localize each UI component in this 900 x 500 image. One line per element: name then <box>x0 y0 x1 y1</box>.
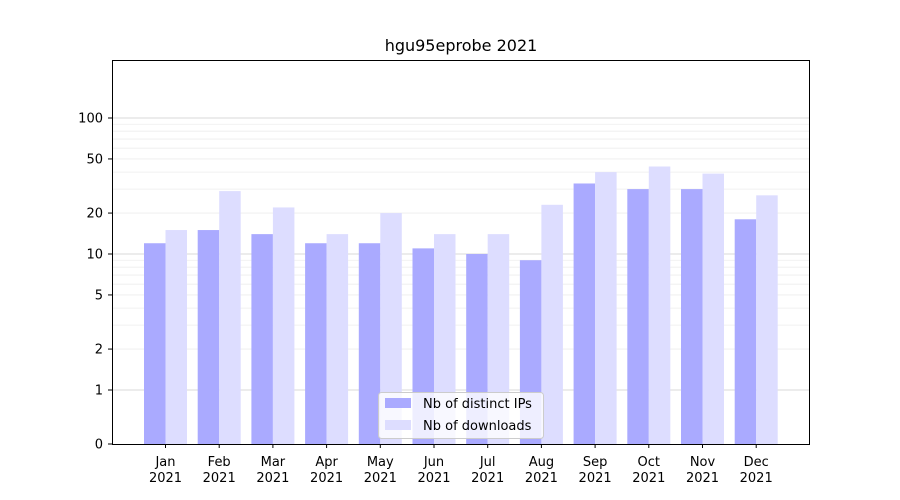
x-tick-label-month: Jun <box>423 455 444 470</box>
legend-label-distinct-ips: Nb of distinct IPs <box>423 397 532 412</box>
y-tick-label: 20 <box>86 207 103 222</box>
bar-downloads <box>272 207 295 444</box>
x-tick-label-month: Feb <box>208 455 231 470</box>
x-tick-label-year: 2021 <box>686 471 719 486</box>
bar-distinct-ips <box>627 189 649 444</box>
axes <box>112 60 810 445</box>
bar-distinct-ips <box>305 243 327 444</box>
bar-distinct-ips <box>358 243 381 444</box>
bar-downloads <box>165 230 187 444</box>
x-tick-label-year: 2021 <box>740 471 773 486</box>
x-tick-label-year: 2021 <box>632 471 665 486</box>
y-tick-label: 10 <box>86 248 103 263</box>
bar-downloads <box>326 234 349 444</box>
x-tick-label-year: 2021 <box>417 471 450 486</box>
bar-downloads <box>756 195 778 444</box>
x-tick-label-year: 2021 <box>310 471 343 486</box>
bar-distinct-ips <box>734 219 757 444</box>
x-tick-label-month: May <box>367 455 394 470</box>
bar-distinct-ips <box>573 183 596 444</box>
y-tick-label: 50 <box>86 152 103 167</box>
plot-frame <box>112 60 810 445</box>
bar-distinct-ips <box>681 189 703 444</box>
bar-distinct-ips <box>197 230 220 444</box>
y-tick-label: 100 <box>78 112 103 127</box>
x-tick-label-year: 2021 <box>525 471 558 486</box>
x-tick-label-month: Sep <box>583 455 608 470</box>
legend-box <box>378 392 544 439</box>
x-tick-label-month: Mar <box>261 455 286 470</box>
x-tick-label-month: Jan <box>154 455 175 470</box>
bar-distinct-ips <box>251 234 273 444</box>
x-axis-ticks: Jan2021Feb2021Mar2021Apr2021May2021Jun20… <box>149 444 773 486</box>
y-axis-ticks: 0 1 2 5 10 20 50 100 <box>78 112 112 453</box>
bar-downloads <box>380 213 402 444</box>
bar-downloads <box>648 166 671 445</box>
bar-distinct-ips <box>144 243 166 444</box>
x-tick-label-year: 2021 <box>579 471 612 486</box>
bars <box>144 166 778 445</box>
x-tick-label-year: 2021 <box>364 471 397 486</box>
bar-downloads <box>702 173 724 444</box>
x-tick-label-month: Jul <box>479 455 496 470</box>
legend-swatch-distinct-ips <box>385 398 411 408</box>
bar-downloads <box>487 234 510 444</box>
x-tick-label-month: Nov <box>690 455 716 470</box>
legend-swatch-downloads <box>385 420 411 430</box>
x-tick-label-month: Apr <box>315 455 338 470</box>
legend: Nb of distinct IPs Nb of downloads <box>378 392 544 439</box>
bar-downloads <box>541 204 563 444</box>
y-tick-label: 5 <box>95 288 103 303</box>
y-tick-label: 2 <box>95 343 103 358</box>
x-tick-label-month: Oct <box>638 455 660 470</box>
bar-downloads <box>219 191 241 444</box>
x-tick-label-year: 2021 <box>256 471 289 486</box>
bar-downloads <box>595 172 617 444</box>
y-tick-label: 1 <box>95 384 103 399</box>
x-tick-label-year: 2021 <box>149 471 182 486</box>
x-tick-label-year: 2021 <box>471 471 504 486</box>
legend-label-downloads: Nb of downloads <box>423 419 532 434</box>
x-tick-label-month: Aug <box>529 455 554 470</box>
x-tick-label-year: 2021 <box>203 471 236 486</box>
x-tick-label-month: Dec <box>744 455 769 470</box>
bar-downloads <box>434 234 456 444</box>
y-tick-label: 0 <box>95 438 103 453</box>
chart-title: hgu95eprobe 2021 <box>385 36 538 55</box>
